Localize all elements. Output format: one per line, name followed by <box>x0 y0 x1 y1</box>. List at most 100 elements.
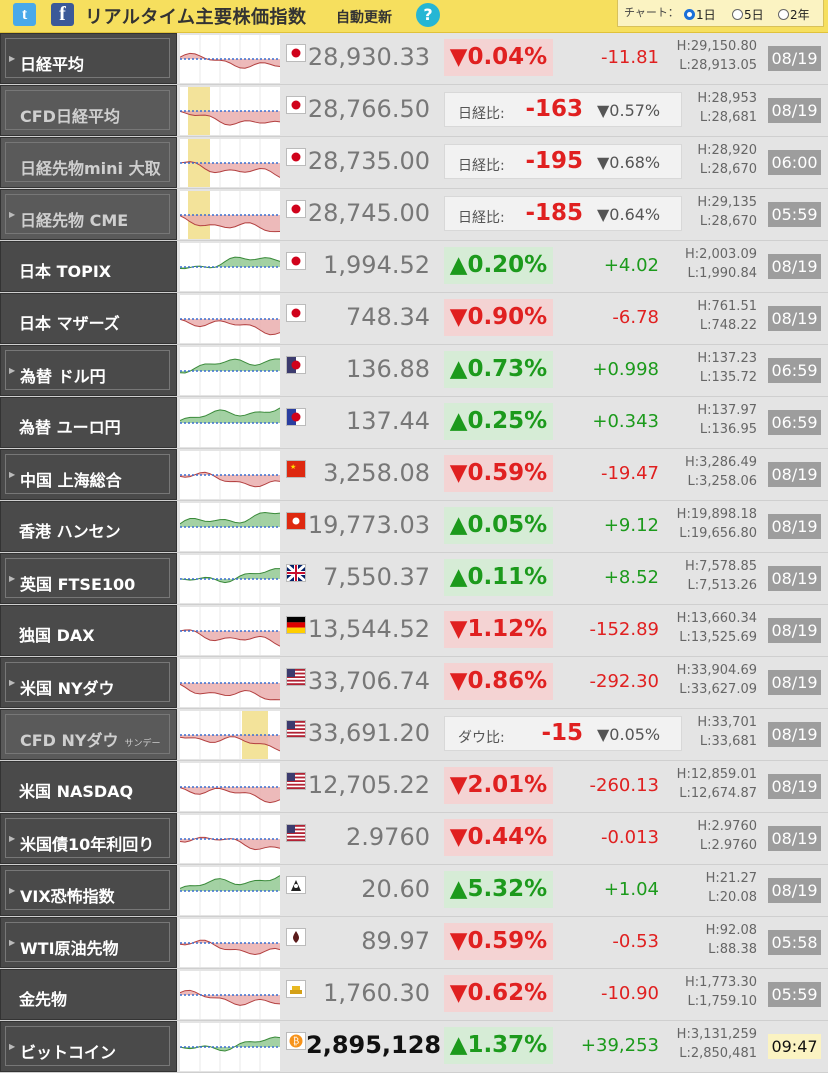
index-row[interactable]: 独国 DAX 13,544.52 ▼1.12% -152.89 H:13,660.34 L… <box>0 605 828 657</box>
index-row[interactable]: ▶ 米国 NYダウ 33,706.74 ▼0.86% -292.30 H:33,904.6… <box>0 657 828 709</box>
cfd-diff-box: 日経比: -195 ▼0.68% <box>444 144 682 179</box>
mini-chart[interactable] <box>179 607 281 655</box>
expand-arrow-icon[interactable]: ▶ <box>9 366 16 375</box>
mini-chart[interactable] <box>179 867 281 915</box>
mini-chart[interactable] <box>179 295 281 343</box>
expand-arrow-icon[interactable]: ▶ <box>9 678 16 687</box>
index-row[interactable]: ▶ 為替 ドル円 136.88 ▲0.73% +0.998 H:137.23 L:135.7… <box>0 345 828 397</box>
index-row[interactable]: CFD NYダウ サンデー 33,691.20 ダウ比: -15 ▼0.05% H:33,7… <box>0 709 828 761</box>
index-name-cell[interactable]: ▶ ビットコイン <box>0 1021 177 1072</box>
index-row[interactable]: ▶ ビットコイン ₿ 2,895,128 ▲1.37% +39,253 H:3,131,25… <box>0 1021 828 1073</box>
price: 2.9760 <box>346 823 430 851</box>
index-name-cell[interactable]: CFD日経平均 <box>0 85 177 136</box>
mini-chart[interactable] <box>179 659 281 707</box>
high-value: H:3,131,259 <box>676 1027 757 1042</box>
index-name-cell[interactable]: 金先物 <box>0 969 177 1020</box>
index-row[interactable]: 為替 ユーロ円 137.44 ▲0.25% +0.343 H:137.97 L:136.9… <box>0 397 828 449</box>
mini-chart[interactable] <box>179 347 281 395</box>
index-name-cell[interactable]: 米国 NASDAQ <box>0 761 177 812</box>
mini-chart[interactable] <box>179 35 281 83</box>
help-icon[interactable]: ? <box>416 3 440 27</box>
index-name-cell[interactable]: 日本 TOPIX <box>0 241 177 292</box>
radio-1day[interactable] <box>684 9 695 20</box>
index-name-cell[interactable]: ▶ 米国 NYダウ <box>0 657 177 708</box>
high-low: H:13,660.34 L:13,525.69 <box>662 609 757 647</box>
expand-arrow-icon[interactable]: ▶ <box>9 210 16 219</box>
high-value: H:33,701 <box>697 715 757 730</box>
index-name-cell[interactable]: ▶ 英国 FTSE100 <box>0 553 177 604</box>
index-row[interactable]: 金先物 1,760.30 ▼0.62% -10.90 H:1,773.30 L:1,759… <box>0 969 828 1021</box>
mini-chart[interactable] <box>179 451 281 499</box>
index-name-cell[interactable]: 為替 ユーロ円 <box>0 397 177 448</box>
low-value: L:88.38 <box>708 942 757 957</box>
option-5day[interactable]: 5日 <box>732 6 764 23</box>
index-name-cell[interactable]: 香港 ハンセン <box>0 501 177 552</box>
option-2year[interactable]: 2年 <box>778 6 810 23</box>
option-1day[interactable]: 1日 <box>684 6 716 23</box>
index-name-cell[interactable]: ▶ WTI原油先物 <box>0 917 177 968</box>
index-row[interactable]: 日本 マザーズ 748.34 ▼0.90% -6.78 H:761.51 L:748.22… <box>0 293 828 345</box>
mini-chart[interactable] <box>179 971 281 1019</box>
auto-update-label: 自動更新 <box>336 10 392 26</box>
mini-chart[interactable] <box>179 711 281 759</box>
index-name-cell[interactable]: 日本 マザーズ <box>0 293 177 344</box>
mini-chart[interactable] <box>179 139 281 187</box>
index-name-cell[interactable]: CFD NYダウ サンデー <box>0 709 177 760</box>
update-time: 05:59 <box>768 202 821 227</box>
mini-chart[interactable] <box>179 763 281 811</box>
mini-chart[interactable] <box>179 1023 281 1071</box>
expand-arrow-icon[interactable]: ▶ <box>9 470 16 479</box>
expand-arrow-icon[interactable]: ▶ <box>9 54 16 63</box>
price: 13,544.52 <box>307 615 430 643</box>
mini-chart[interactable] <box>179 919 281 967</box>
index-row[interactable]: ▶ 日経平均 28,930.33 ▼0.04% -11.81 H:29,150.80 L:2… <box>0 33 828 85</box>
mini-chart[interactable] <box>179 87 281 135</box>
update-time: 08/19 <box>768 826 821 851</box>
high-value: H:28,953 <box>697 91 757 106</box>
index-name-cell[interactable]: 独国 DAX <box>0 605 177 656</box>
index-row[interactable]: 香港 ハンセン 19,773.03 ▲0.05% +9.12 H:19,898.18 L:… <box>0 501 828 553</box>
mini-chart[interactable] <box>179 503 281 551</box>
index-name-cell[interactable]: ▶ 米国債10年利回り <box>0 813 177 864</box>
index-row[interactable]: 日本 TOPIX 1,994.52 ▲0.20% +4.02 H:2,003.09 L:1… <box>0 241 828 293</box>
expand-arrow-icon[interactable]: ▶ <box>9 938 16 947</box>
index-name-cell[interactable]: ▶ 為替 ドル円 <box>0 345 177 396</box>
update-time: 09:47 <box>768 1034 821 1059</box>
low-value: L:33,681 <box>699 734 757 749</box>
index-row[interactable]: CFD日経平均 28,766.50 日経比: -163 ▼0.57% H:28,953 L:… <box>0 85 828 137</box>
usjp-flag-icon <box>286 356 306 374</box>
radio-5day[interactable] <box>732 9 743 20</box>
expand-arrow-icon[interactable]: ▶ <box>9 574 16 583</box>
index-row[interactable]: ▶ 中国 上海総合 ★ 3,258.08 ▼0.59% -19.47 H:3,286.49 L… <box>0 449 828 501</box>
mini-chart[interactable] <box>179 555 281 603</box>
index-row[interactable]: ▶ 日経先物 CME 28,745.00 日経比: -185 ▼0.64% H:29,135… <box>0 189 828 241</box>
index-name-cell[interactable]: ▶ VIX恐怖指数 <box>0 865 177 916</box>
expand-arrow-icon[interactable]: ▶ <box>9 834 16 843</box>
index-name-cell[interactable]: 日経先物mini 大取 <box>0 137 177 188</box>
index-row[interactable]: ▶ VIX恐怖指数 20.60 ▲5.32% +1.04 H:21.27 L:20.08 08… <box>0 865 828 917</box>
change-value: +0.343 <box>592 411 659 432</box>
index-row[interactable]: ▶ WTI原油先物 89.97 ▼0.59% -0.53 H:92.08 L:88.38 05… <box>0 917 828 969</box>
expand-arrow-icon[interactable]: ▶ <box>9 1042 16 1051</box>
radio-2year[interactable] <box>778 9 789 20</box>
mini-chart[interactable] <box>179 399 281 447</box>
index-row[interactable]: 米国 NASDAQ 12,705.22 ▼2.01% -260.13 H:12,859.… <box>0 761 828 813</box>
index-row[interactable]: ▶ 英国 FTSE100 7,550.37 ▲0.11% +8.52 H:7,578.85… <box>0 553 828 605</box>
index-name-cell[interactable]: ▶ 日経平均 <box>0 33 177 84</box>
index-row[interactable]: ▶ 米国債10年利回り 2.9760 ▼0.44% -0.013 H:2.9760 L:2.… <box>0 813 828 865</box>
twitter-icon[interactable]: t <box>13 3 36 26</box>
cfd-label: 日経比: <box>458 158 505 174</box>
expand-arrow-icon[interactable]: ▶ <box>9 886 16 895</box>
high-low: H:33,701 L:33,681 <box>662 713 757 751</box>
mini-chart[interactable] <box>179 243 281 291</box>
facebook-icon[interactable]: f <box>51 3 74 26</box>
mini-chart[interactable] <box>179 815 281 863</box>
index-name-cell[interactable]: ▶ 中国 上海総合 <box>0 449 177 500</box>
high-value: H:29,150.80 <box>676 39 757 54</box>
mini-chart[interactable] <box>179 191 281 239</box>
change-value: +0.998 <box>592 359 659 380</box>
vix-flag-icon <box>286 876 306 894</box>
index-row[interactable]: 日経先物mini 大取 28,735.00 日経比: -195 ▼0.68% H:28,9… <box>0 137 828 189</box>
cfd-diff-box: 日経比: -163 ▼0.57% <box>444 92 682 127</box>
index-name-cell[interactable]: ▶ 日経先物 CME <box>0 189 177 240</box>
